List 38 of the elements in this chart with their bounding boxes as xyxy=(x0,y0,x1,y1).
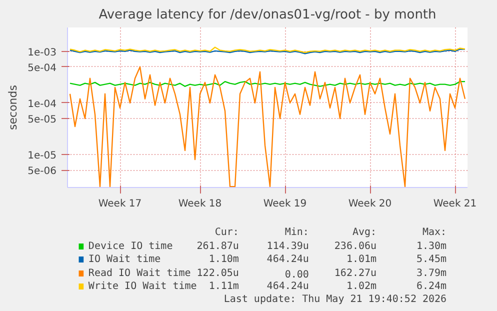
chart-title: Average latency for /dev/onas01-vg/root - by month xyxy=(98,8,436,22)
y-tick-label: 1e-05 xyxy=(28,150,57,162)
text: 1.30m xyxy=(416,241,447,252)
text: 1.11m xyxy=(208,281,239,292)
text: Last update: Thu May 21 19:40:52 2026 xyxy=(224,294,447,305)
text: 464.24u xyxy=(266,254,309,265)
x-tick-label: Week 19 xyxy=(263,198,307,210)
text: 236.06u xyxy=(334,241,377,252)
y-tick-label: 5e-06 xyxy=(28,166,57,178)
y-tick-label: 5e-05 xyxy=(28,114,57,126)
text: 114.39u xyxy=(266,241,309,252)
text: 261.87u xyxy=(196,241,239,252)
x-tick-label: Week 17 xyxy=(98,198,142,210)
text: 1.10m xyxy=(208,254,239,265)
x-tick-label: Week 20 xyxy=(348,198,392,210)
legend-label: Read IO Wait time xyxy=(88,268,191,279)
text: Min: xyxy=(284,227,309,238)
legend-label: IO Wait time xyxy=(88,254,161,265)
text: 464.24u xyxy=(266,281,309,292)
text: 162.27u xyxy=(334,268,377,279)
y-axis-title: seconds xyxy=(6,84,20,130)
text: Cur: xyxy=(214,227,239,238)
legend-label: Device IO time xyxy=(88,241,173,252)
text: Avg: xyxy=(352,227,377,238)
y-tick-label: 1e-04 xyxy=(28,98,57,110)
text: 6.24m xyxy=(416,281,447,292)
x-tick-label: Week 21 xyxy=(433,198,477,210)
y-tick-label: 5e-04 xyxy=(28,62,57,74)
text: 3.79m xyxy=(416,268,447,279)
text: Max: xyxy=(422,227,447,238)
text: 1.01m xyxy=(346,254,377,265)
text: 1.02m xyxy=(346,281,377,292)
text: 5.45m xyxy=(416,254,447,265)
x-tick-label: Week 18 xyxy=(178,198,222,210)
y-tick-label: 1e-03 xyxy=(28,47,57,58)
text: 122.05u xyxy=(196,268,239,279)
text: 0.00 xyxy=(284,270,309,280)
legend-label: Write IO Wait time xyxy=(88,281,197,292)
